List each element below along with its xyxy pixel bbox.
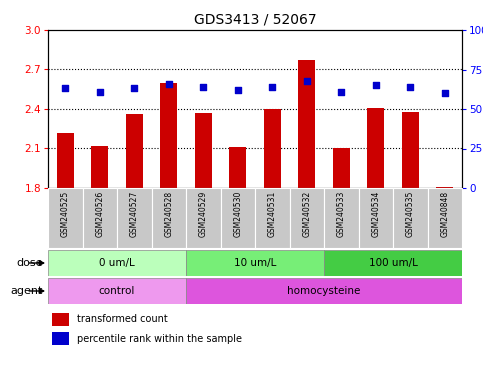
Bar: [91, 146, 108, 188]
Text: GSM240528: GSM240528: [164, 191, 173, 237]
Bar: [358, 188, 393, 248]
Bar: [367, 108, 384, 188]
Text: 10 um/L: 10 um/L: [234, 258, 276, 268]
Bar: [255, 188, 289, 248]
Bar: [289, 188, 324, 248]
Text: 0 um/L: 0 um/L: [99, 258, 135, 268]
Text: GSM240534: GSM240534: [371, 191, 380, 237]
Point: [303, 78, 311, 84]
Point: [441, 90, 449, 96]
Bar: [52, 332, 69, 345]
Bar: [221, 188, 255, 248]
Point: [61, 85, 69, 91]
Text: GSM240529: GSM240529: [199, 191, 208, 237]
Bar: [324, 250, 462, 276]
Text: GDS3413 / 52067: GDS3413 / 52067: [194, 12, 316, 26]
Text: GSM240532: GSM240532: [302, 191, 311, 237]
Text: homocysteine: homocysteine: [287, 286, 361, 296]
Text: GSM240531: GSM240531: [268, 191, 277, 237]
Bar: [393, 188, 427, 248]
Bar: [436, 187, 454, 188]
Bar: [186, 250, 324, 276]
Bar: [186, 278, 462, 304]
Bar: [117, 188, 152, 248]
Bar: [83, 188, 117, 248]
Point: [96, 89, 104, 95]
Point: [165, 81, 172, 87]
Bar: [229, 147, 246, 188]
Point: [234, 87, 242, 93]
Bar: [126, 114, 143, 188]
Text: GSM240533: GSM240533: [337, 191, 346, 237]
Bar: [152, 188, 186, 248]
Bar: [427, 188, 462, 248]
Point: [130, 85, 138, 91]
Text: GSM240526: GSM240526: [95, 191, 104, 237]
Bar: [195, 113, 212, 188]
Text: 100 um/L: 100 um/L: [369, 258, 417, 268]
Bar: [402, 112, 419, 188]
Bar: [186, 188, 221, 248]
Point: [406, 84, 414, 90]
Bar: [48, 278, 186, 304]
Bar: [298, 60, 315, 188]
Point: [269, 84, 276, 90]
Bar: [324, 188, 358, 248]
Bar: [160, 83, 177, 188]
Bar: [264, 109, 281, 188]
Text: transformed count: transformed count: [77, 314, 168, 324]
Bar: [57, 133, 74, 188]
Text: GSM240535: GSM240535: [406, 191, 415, 237]
Text: agent: agent: [11, 286, 43, 296]
Bar: [333, 149, 350, 188]
Text: GSM240530: GSM240530: [233, 191, 242, 237]
Point: [338, 89, 345, 95]
Point: [372, 82, 380, 88]
Text: control: control: [99, 286, 135, 296]
Bar: [52, 313, 69, 326]
Text: percentile rank within the sample: percentile rank within the sample: [77, 333, 242, 344]
Text: dose: dose: [17, 258, 43, 268]
Bar: [48, 188, 83, 248]
Point: [199, 84, 207, 90]
Text: GSM240848: GSM240848: [440, 191, 449, 237]
Bar: [48, 250, 186, 276]
Text: GSM240527: GSM240527: [130, 191, 139, 237]
Text: GSM240525: GSM240525: [61, 191, 70, 237]
